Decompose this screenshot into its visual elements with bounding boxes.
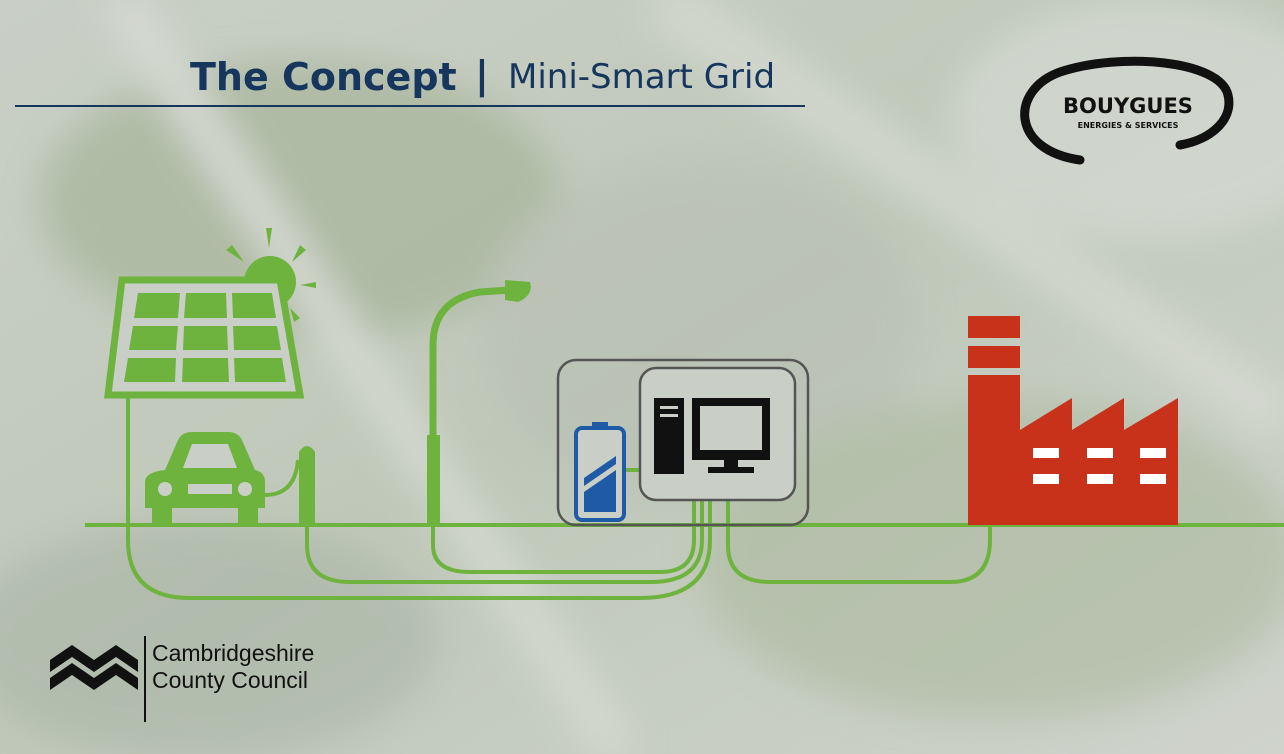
council-name-line1: Cambridgeshire xyxy=(152,640,314,666)
title-separator: | xyxy=(475,53,489,98)
slide: The Concept | Mini-Smart Grid BOUYGUES E… xyxy=(0,0,1284,754)
solar-panel-icon xyxy=(108,280,300,395)
title: The Concept xyxy=(190,55,457,99)
charger-icon xyxy=(299,446,315,525)
page: The Concept | Mini-Smart Grid BOUYGUES E… xyxy=(0,0,1284,754)
subtitle: Mini-Smart Grid xyxy=(508,57,775,97)
council-name-line2: County Council xyxy=(152,667,308,693)
logo-name: BOUYGUES xyxy=(1063,94,1193,118)
logo-tagline: ENERGIES & SERVICES xyxy=(1078,121,1179,130)
battery-icon xyxy=(576,422,624,520)
